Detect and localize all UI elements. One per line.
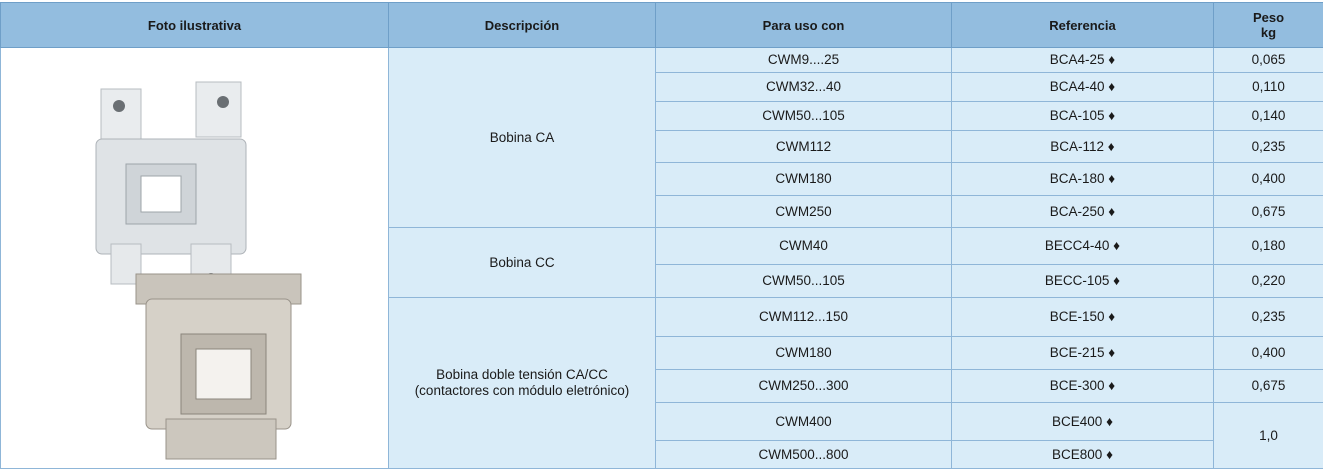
- uso-cell: CWM112...150: [656, 298, 952, 337]
- product-photo: [1, 64, 389, 464]
- peso-cell: 0,220: [1214, 265, 1323, 298]
- coil-gray: [136, 274, 301, 459]
- uso-cell: CWM250: [656, 196, 952, 228]
- referencia-cell: BCA-180 ♦: [952, 163, 1214, 196]
- header-cell: Foto ilustrativa: [1, 3, 389, 48]
- photo-cell: [1, 48, 389, 469]
- uso-cell: CWM250...300: [656, 370, 952, 403]
- header-cell: Peso kg: [1214, 3, 1323, 48]
- uso-cell: CWM112: [656, 131, 952, 163]
- peso-cell: 0,675: [1214, 196, 1323, 228]
- uso-cell: CWM32...40: [656, 73, 952, 102]
- peso-cell: 0,400: [1214, 163, 1323, 196]
- peso-cell: 0,110: [1214, 73, 1323, 102]
- peso-cell: 0,065: [1214, 48, 1323, 73]
- uso-cell: CWM500...800: [656, 441, 952, 469]
- header-cell: Para uso con: [656, 3, 952, 48]
- peso-cell: 1,0: [1214, 403, 1323, 469]
- referencia-cell: BCE-150 ♦: [952, 298, 1214, 337]
- coil-white: [96, 82, 246, 304]
- referencia-cell: BCE400 ♦: [952, 403, 1214, 441]
- peso-cell: 0,180: [1214, 228, 1323, 265]
- description-cell: Bobina doble tensión CA/CC (contactores …: [389, 298, 656, 469]
- peso-cell: 0,675: [1214, 370, 1323, 403]
- uso-cell: CWM50...105: [656, 102, 952, 131]
- header-cell: Referencia: [952, 3, 1214, 48]
- uso-cell: CWM400: [656, 403, 952, 441]
- description-cell: Bobina CA: [389, 48, 656, 228]
- header-cell: Descripción: [389, 3, 656, 48]
- uso-cell: CWM9....25: [656, 48, 952, 73]
- referencia-cell: BCE-300 ♦: [952, 370, 1214, 403]
- referencia-cell: BCA4-25 ♦: [952, 48, 1214, 73]
- referencia-cell: BCA4-40 ♦: [952, 73, 1214, 102]
- referencia-cell: BCA-105 ♦: [952, 102, 1214, 131]
- referencia-cell: BCE800 ♦: [952, 441, 1214, 469]
- referencia-cell: BCA-112 ♦: [952, 131, 1214, 163]
- referencia-cell: BECC-105 ♦: [952, 265, 1214, 298]
- peso-cell: 0,140: [1214, 102, 1323, 131]
- referencia-cell: BECC4-40 ♦: [952, 228, 1214, 265]
- uso-cell: CWM180: [656, 163, 952, 196]
- peso-cell: 0,235: [1214, 131, 1323, 163]
- description-cell: Bobina CC: [389, 228, 656, 298]
- header-row: Foto ilustrativa Descripción Para uso co…: [1, 3, 1323, 48]
- uso-cell: CWM180: [656, 337, 952, 370]
- peso-cell: 0,400: [1214, 337, 1323, 370]
- peso-cell: 0,235: [1214, 298, 1323, 337]
- uso-cell: CWM50...105: [656, 265, 952, 298]
- referencia-cell: BCA-250 ♦: [952, 196, 1214, 228]
- referencia-cell: BCE-215 ♦: [952, 337, 1214, 370]
- uso-cell: CWM40: [656, 228, 952, 265]
